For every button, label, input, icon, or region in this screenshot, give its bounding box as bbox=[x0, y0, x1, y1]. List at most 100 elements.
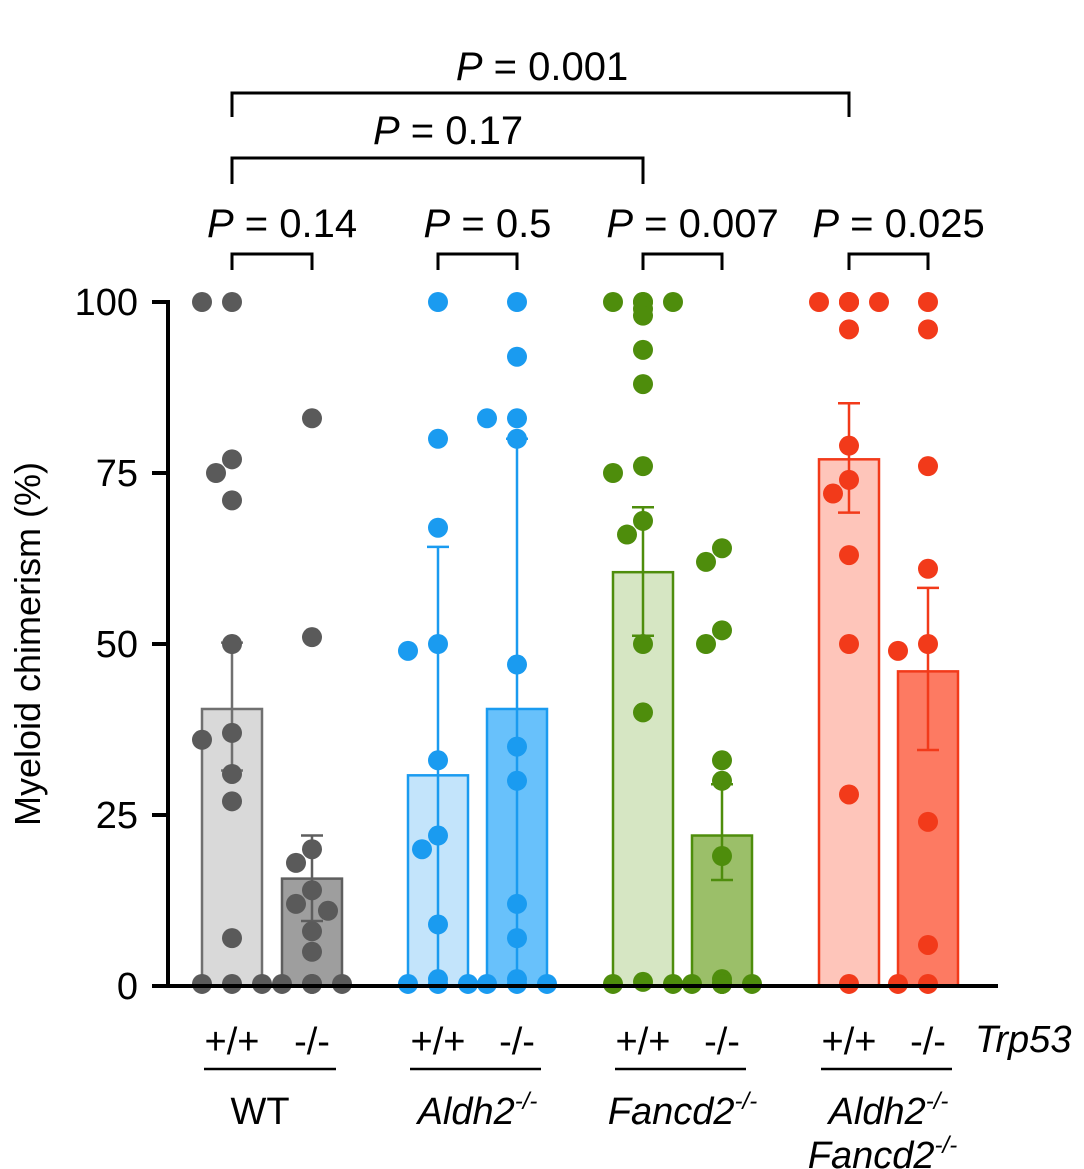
comparison-p-0: P = 0.17 bbox=[373, 109, 523, 153]
comparison-bracket-1 bbox=[230, 91, 851, 117]
data-point-3-0-12 bbox=[839, 973, 859, 994]
genotype-label-2-1: -/- bbox=[704, 1021, 740, 1063]
data-point-0-0-8 bbox=[222, 763, 242, 784]
within-group-p-1: P = 0.5 bbox=[424, 202, 552, 246]
data-point-1-1-1 bbox=[507, 346, 527, 367]
data-point-0-0-10 bbox=[222, 928, 242, 949]
data-point-0-1-3 bbox=[286, 852, 306, 873]
y-tick-label-75: 75 bbox=[96, 453, 138, 495]
data-point-0-0-0 bbox=[222, 292, 242, 312]
y-tick-label-100: 100 bbox=[75, 282, 138, 324]
within-group-p-3: P = 0.025 bbox=[812, 202, 984, 246]
data-point-2-0-9 bbox=[603, 463, 623, 483]
data-point-3-1-5 bbox=[888, 640, 908, 661]
data-point-3-0-2 bbox=[869, 292, 889, 312]
data-point-1-0-4 bbox=[398, 640, 418, 661]
comparison-p-1: P = 0.001 bbox=[456, 45, 628, 89]
data-point-0-0-9 bbox=[222, 791, 242, 812]
data-point-0-0-4 bbox=[222, 490, 242, 511]
data-point-3-0-7 bbox=[839, 469, 859, 490]
data-point-0-1-1 bbox=[302, 627, 322, 648]
data-point-2-0-6 bbox=[633, 339, 653, 360]
data-point-1-0-2 bbox=[428, 517, 448, 538]
trp53-label: Trp53 bbox=[975, 1019, 1071, 1061]
data-point-0-0-1 bbox=[192, 292, 212, 312]
data-point-2-1-0 bbox=[712, 538, 732, 559]
data-point-2-0-8 bbox=[633, 456, 653, 477]
data-point-1-0-0 bbox=[428, 292, 448, 312]
data-point-1-0-1 bbox=[428, 428, 448, 449]
data-point-0-1-7 bbox=[302, 921, 322, 942]
within-group-bracket-1 bbox=[436, 252, 519, 270]
data-point-3-0-6 bbox=[839, 435, 859, 456]
data-point-1-1-8 bbox=[507, 893, 527, 914]
group-label-1: Aldh2-/- bbox=[416, 1088, 538, 1133]
data-point-2-0-12 bbox=[633, 634, 653, 654]
data-point-3-1-7 bbox=[918, 934, 938, 955]
data-point-2-0-16 bbox=[663, 973, 683, 994]
data-point-1-1-12 bbox=[537, 973, 557, 994]
bars-layer bbox=[200, 458, 960, 988]
data-point-3-0-4 bbox=[839, 292, 859, 312]
data-point-2-1-9 bbox=[742, 973, 762, 994]
data-point-1-1-6 bbox=[507, 736, 527, 757]
within-group-bracket-2 bbox=[641, 252, 724, 270]
data-point-0-0-11 bbox=[222, 973, 242, 994]
comparison-bracket-0 bbox=[230, 156, 645, 184]
data-point-2-0-14 bbox=[633, 971, 653, 992]
data-point-1-1-0 bbox=[507, 292, 527, 312]
data-point-3-1-1 bbox=[918, 319, 938, 340]
data-point-2-0-11 bbox=[617, 524, 637, 545]
data-point-2-0-7 bbox=[633, 374, 653, 395]
data-point-0-1-6 bbox=[318, 900, 338, 921]
data-point-3-0-5 bbox=[839, 319, 859, 340]
data-point-1-0-12 bbox=[428, 973, 448, 994]
data-point-2-0-15 bbox=[603, 973, 623, 994]
data-point-1-0-6 bbox=[428, 825, 448, 846]
data-point-0-1-11 bbox=[332, 973, 352, 994]
y-tick-label-25: 25 bbox=[96, 795, 138, 837]
group-label-2: Fancd2-/- bbox=[608, 1088, 757, 1133]
y-axis-title: Myeloid chimerism (%) bbox=[7, 462, 48, 826]
data-point-2-1-1 bbox=[696, 551, 716, 572]
y-tick-label-0: 0 bbox=[117, 966, 138, 1008]
data-point-0-1-0 bbox=[302, 408, 322, 429]
data-point-1-1-2 bbox=[507, 408, 527, 429]
data-point-2-1-8 bbox=[682, 973, 702, 994]
genotype-label-2-0: +/+ bbox=[616, 1021, 671, 1063]
data-point-0-1-4 bbox=[302, 880, 322, 901]
bar-3-0 bbox=[817, 458, 881, 988]
data-point-0-0-5 bbox=[222, 634, 242, 654]
data-point-3-1-2 bbox=[918, 456, 938, 477]
genotype-label-1-1: -/- bbox=[499, 1021, 535, 1063]
data-point-2-0-13 bbox=[633, 702, 653, 723]
data-point-2-1-2 bbox=[712, 620, 732, 641]
genotype-label-0-1: -/- bbox=[294, 1021, 330, 1063]
data-point-1-0-10 bbox=[398, 973, 418, 994]
data-point-2-0-1 bbox=[603, 292, 623, 312]
data-point-3-1-8 bbox=[918, 973, 938, 994]
data-point-2-0-10 bbox=[633, 510, 653, 531]
data-point-1-0-3 bbox=[428, 634, 448, 654]
data-point-0-1-12 bbox=[302, 973, 322, 994]
data-point-2-1-4 bbox=[712, 750, 732, 771]
within-group-p-0: P = 0.14 bbox=[207, 202, 357, 246]
data-point-1-1-11 bbox=[477, 973, 497, 994]
data-point-2-1-6 bbox=[712, 846, 732, 867]
genotype-label-3-0: +/+ bbox=[822, 1021, 877, 1063]
data-point-3-1-0 bbox=[918, 292, 938, 312]
data-point-2-1-3 bbox=[696, 634, 716, 654]
data-point-2-1-12 bbox=[712, 973, 732, 994]
data-point-0-0-3 bbox=[206, 463, 226, 483]
data-point-3-1-3 bbox=[918, 558, 938, 579]
data-point-3-1-6 bbox=[918, 811, 938, 832]
data-point-1-1-9 bbox=[507, 928, 527, 949]
data-point-0-0-2 bbox=[222, 449, 242, 470]
data-point-3-0-10 bbox=[839, 634, 859, 654]
points-layer bbox=[192, 292, 938, 994]
genotype-label-0-0: +/+ bbox=[205, 1021, 260, 1063]
data-point-1-0-8 bbox=[428, 914, 448, 935]
data-point-1-0-11 bbox=[458, 973, 478, 994]
data-point-1-0-5 bbox=[428, 750, 448, 771]
data-point-1-1-4 bbox=[507, 428, 527, 449]
